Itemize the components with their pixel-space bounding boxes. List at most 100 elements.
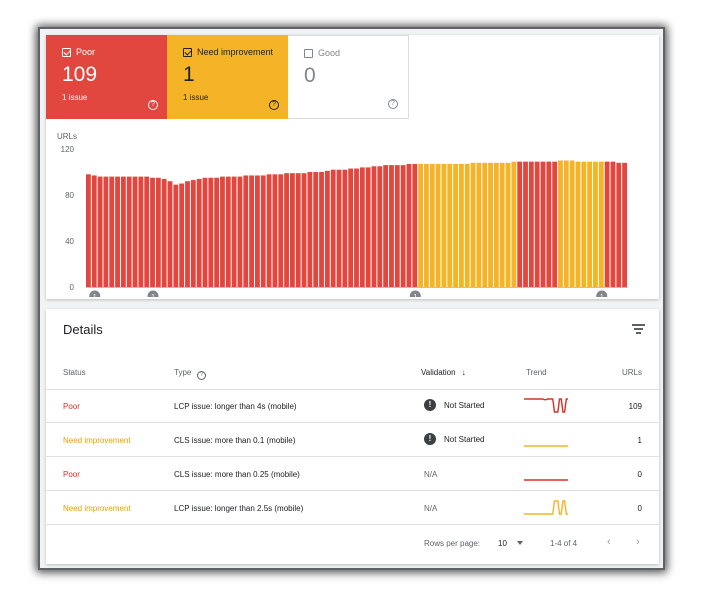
chart-bar[interactable] — [563, 160, 569, 288]
chart-bar[interactable] — [342, 169, 348, 287]
column-urls[interactable]: URLs — [621, 368, 642, 377]
column-status[interactable]: Status — [63, 368, 86, 377]
chart-bar[interactable] — [453, 163, 458, 287]
annotation-marker[interactable] — [147, 290, 159, 298]
table-row[interactable]: Need improvement LCP issue: longer than 2… — [46, 492, 659, 525]
chart-bar[interactable] — [528, 161, 534, 287]
table-row[interactable]: Poor CLS issue: more than 0.25 (mobile) N/… — [46, 458, 659, 491]
chart-bar[interactable] — [424, 163, 429, 287]
chart-bar[interactable] — [435, 163, 441, 287]
chart-bar[interactable] — [120, 176, 126, 287]
chart-bar[interactable] — [126, 176, 132, 287]
chart-bar[interactable] — [359, 167, 365, 287]
poor-tile[interactable]: Poor 109 1 issue ? — [46, 35, 167, 119]
chart-bar[interactable] — [103, 176, 109, 287]
chart-bar[interactable] — [161, 178, 167, 287]
chart-bar[interactable] — [482, 162, 488, 287]
chart-bar[interactable] — [552, 161, 558, 287]
chart-bar[interactable] — [348, 168, 354, 287]
chart-bar[interactable] — [389, 165, 394, 287]
chart-bar[interactable] — [202, 177, 208, 287]
chart-bar[interactable] — [185, 181, 190, 287]
chart-bar[interactable] — [150, 177, 155, 287]
chart-bar[interactable] — [196, 178, 202, 287]
help-icon[interactable]: ? — [148, 100, 158, 110]
chart-bar[interactable] — [610, 161, 616, 287]
good-checkbox-icon[interactable] — [304, 48, 313, 58]
chart-bar[interactable] — [604, 161, 610, 287]
chart-bar[interactable] — [598, 161, 604, 287]
annotation-marker[interactable] — [596, 290, 608, 298]
chart-bar[interactable] — [319, 172, 324, 287]
chart-bar[interactable] — [616, 162, 622, 287]
rows-per-page-select[interactable]: 10 — [498, 539, 523, 548]
table-row[interactable]: Poor LCP issue: longer than 4s (mobile)! N… — [46, 390, 659, 423]
chart-bar[interactable] — [260, 175, 266, 287]
chart-bar[interactable] — [622, 162, 627, 287]
chart-bar[interactable] — [499, 162, 505, 287]
chart-bar[interactable] — [179, 183, 185, 288]
chart-bar[interactable] — [371, 166, 377, 287]
chart-bar[interactable] — [523, 161, 528, 287]
chart-bar[interactable] — [243, 175, 249, 287]
chart-bar[interactable] — [517, 161, 523, 287]
chart-bar[interactable] — [575, 161, 581, 287]
chart-bar[interactable] — [190, 180, 196, 287]
chart-bar[interactable] — [255, 175, 260, 287]
chart-bar[interactable] — [493, 162, 499, 287]
chart-bar[interactable] — [278, 174, 284, 287]
chart-bar[interactable] — [505, 162, 511, 287]
chart-bar[interactable] — [138, 176, 144, 287]
chart-bar[interactable] — [534, 161, 540, 287]
help-icon[interactable]: ? — [269, 100, 279, 110]
chart-bar[interactable] — [313, 172, 319, 287]
chart-bar[interactable] — [231, 176, 237, 287]
chart-bar[interactable] — [86, 174, 91, 287]
filter-icon[interactable] — [632, 324, 645, 334]
chart-bar[interactable] — [558, 160, 563, 288]
chart-bar[interactable] — [289, 173, 295, 287]
chart-bar[interactable] — [214, 177, 220, 287]
column-type[interactable]: Type? — [174, 368, 207, 380]
chart-bar[interactable] — [220, 176, 225, 287]
chart-bar[interactable] — [394, 165, 400, 287]
chart-bar[interactable] — [173, 184, 179, 287]
chart-bar[interactable] — [464, 163, 470, 287]
chart-bar[interactable] — [546, 161, 552, 287]
chart-bar[interactable] — [97, 176, 103, 287]
chart-bar[interactable] — [511, 161, 517, 287]
chart-bar[interactable] — [144, 176, 150, 287]
chart-bar[interactable] — [225, 176, 231, 287]
chart-bar[interactable] — [167, 181, 173, 287]
column-validation[interactable]: Validation ↓ — [421, 368, 466, 377]
help-icon[interactable]: ? — [197, 371, 207, 380]
poor-checkbox-icon[interactable] — [62, 47, 71, 57]
chart-bar[interactable] — [488, 162, 493, 287]
chart-bar[interactable] — [470, 162, 476, 287]
chart-bar[interactable] — [301, 173, 307, 287]
annotation-marker[interactable] — [89, 290, 101, 298]
chart-bar[interactable] — [330, 169, 336, 287]
chart-bar[interactable] — [383, 165, 389, 287]
good-tile[interactable]: Good 0 ? — [288, 35, 409, 119]
next-page-button[interactable]: › — [636, 536, 640, 548]
chart-bar[interactable] — [593, 161, 598, 287]
chart-bar[interactable] — [476, 162, 482, 287]
need-improvement-checkbox-icon[interactable] — [183, 47, 192, 57]
chart-bar[interactable] — [587, 161, 593, 287]
chart-bar[interactable] — [272, 174, 278, 287]
annotation-marker[interactable] — [409, 290, 421, 298]
chart-bar[interactable] — [249, 175, 255, 287]
chart-bar[interactable] — [429, 163, 435, 287]
chart-bar[interactable] — [365, 167, 371, 287]
prev-page-button[interactable]: ‹ — [607, 536, 611, 548]
table-row[interactable]: Need improvement CLS issue: more than 0.1… — [46, 424, 659, 457]
chart-bar[interactable] — [155, 177, 161, 287]
chart-bar[interactable] — [377, 166, 383, 287]
need-improvement-tile[interactable]: Need improvement 1 1 issue ? — [167, 35, 288, 119]
chart-bar[interactable] — [441, 163, 447, 287]
chart-bar[interactable] — [400, 165, 406, 287]
chart-bar[interactable] — [581, 161, 587, 287]
chart-bar[interactable] — [132, 176, 138, 287]
chart-bar[interactable] — [418, 163, 424, 287]
